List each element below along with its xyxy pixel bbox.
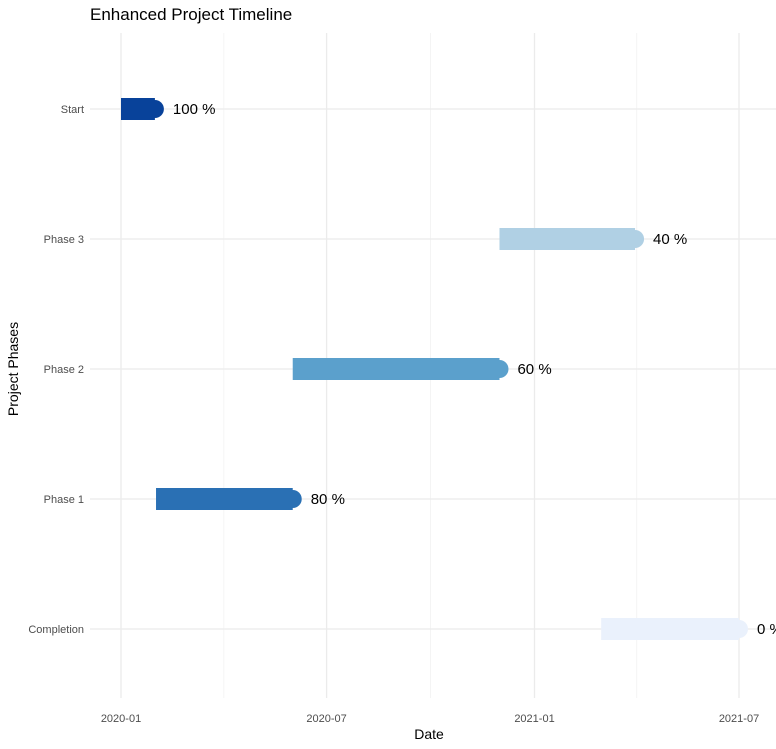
y-tick-label: Phase 3 <box>44 234 84 246</box>
y-tick-label: Completion <box>28 624 84 636</box>
y-tick-label: Phase 1 <box>44 494 84 506</box>
task-end-marker <box>283 490 302 508</box>
y-tick-label: Start <box>61 104 84 116</box>
x-tick-label: 2020-01 <box>101 713 141 725</box>
chart-title: Enhanced Project Timeline <box>90 5 292 24</box>
progress-label: 80 % <box>311 491 345 508</box>
task-end-marker <box>626 230 645 248</box>
progress-label: 100 % <box>173 101 216 118</box>
progress-label: 0 % <box>757 621 776 638</box>
y-axis-title: Project Phases <box>5 322 21 416</box>
task-end-marker <box>730 620 748 638</box>
task-bar <box>499 228 636 250</box>
task-bar <box>156 488 293 510</box>
x-tick-label: 2021-07 <box>719 713 759 725</box>
bars: 100 % 40 % 60 % 80 % 0 % <box>121 98 776 640</box>
x-tick-label: 2020-07 <box>306 713 346 725</box>
y-tick-label: Phase 2 <box>44 364 84 376</box>
progress-label: 40 % <box>653 231 687 248</box>
progress-label: 60 % <box>517 361 551 378</box>
task-end-marker <box>490 360 509 378</box>
x-tick-labels: 2020-01 2020-07 2021-01 2021-07 <box>101 713 759 725</box>
x-tick-label: 2021-01 <box>514 713 554 725</box>
task-bar <box>292 358 500 380</box>
task-bar <box>121 98 155 120</box>
x-axis-title: Date <box>414 726 444 742</box>
task-end-marker <box>145 100 164 118</box>
y-tick-labels: Start Phase 3 Phase 2 Phase 1 Completion <box>28 104 84 636</box>
task-bar <box>601 618 739 640</box>
